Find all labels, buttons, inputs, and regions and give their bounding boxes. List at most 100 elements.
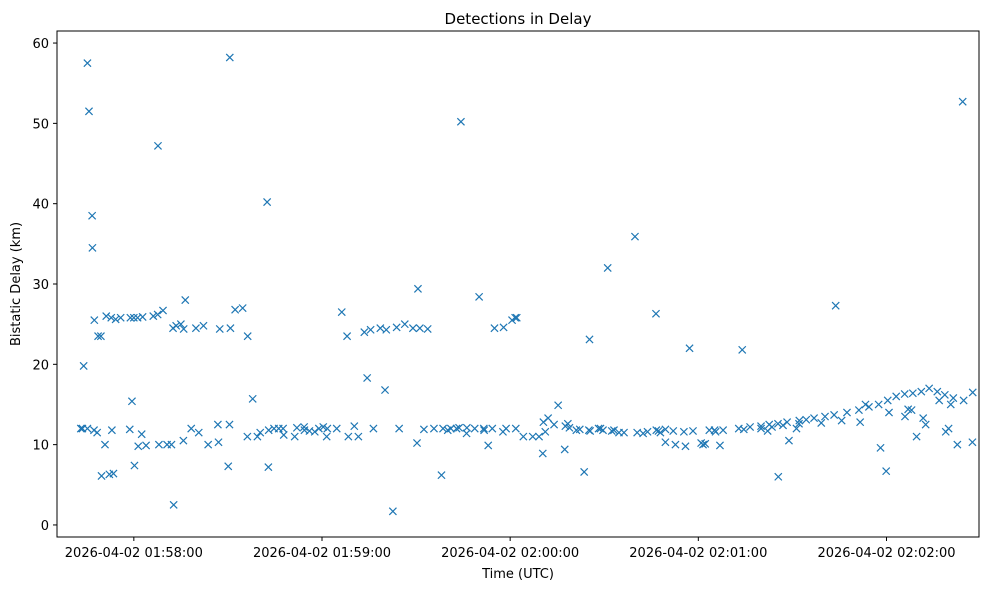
detection-marker <box>480 426 489 435</box>
detection-marker <box>778 421 788 430</box>
y-tick-label: 0 <box>41 519 49 534</box>
detection-marker <box>292 423 301 432</box>
detection-marker <box>100 440 110 449</box>
detection-marker <box>243 432 252 441</box>
detection-marker <box>607 426 616 436</box>
detection-marker <box>344 432 353 441</box>
detection-marker <box>300 422 309 431</box>
data-markers <box>76 53 977 516</box>
detection-marker <box>917 387 926 396</box>
detection-marker <box>90 316 99 325</box>
detection-marker <box>968 438 977 447</box>
detection-marker <box>738 345 747 354</box>
y-axis-label: Bistatic Delay (km) <box>9 222 24 346</box>
detection-marker <box>783 418 792 427</box>
detection-marker <box>528 432 537 441</box>
detection-marker <box>671 440 680 449</box>
detection-marker <box>238 304 247 313</box>
detection-marker <box>452 424 461 433</box>
detection-marker <box>681 442 690 451</box>
detection-marker <box>179 324 188 334</box>
detection-marker <box>191 324 200 333</box>
detection-marker <box>498 427 507 436</box>
detection-marker <box>332 424 341 433</box>
detection-marker <box>820 412 830 421</box>
detection-marker <box>874 400 883 409</box>
detection-marker <box>137 430 146 439</box>
detection-marker <box>102 312 111 321</box>
detection-marker <box>400 320 409 329</box>
detection-marker <box>429 424 438 433</box>
detection-marker <box>109 469 118 478</box>
detection-marker <box>456 117 465 126</box>
y-tick-label: 30 <box>32 278 49 293</box>
detection-marker <box>443 426 452 435</box>
detection-marker <box>876 443 885 452</box>
detection-marker <box>154 440 163 449</box>
detection-marker <box>864 402 873 411</box>
detection-marker <box>475 292 484 301</box>
detection-marker <box>958 97 967 106</box>
detection-marker <box>817 418 826 427</box>
detection-marker <box>900 412 910 421</box>
detection-marker <box>488 424 497 433</box>
detection-marker <box>614 428 624 437</box>
detection-marker <box>563 419 572 428</box>
detection-marker <box>169 500 178 509</box>
detection-marker <box>968 388 977 397</box>
detection-marker <box>757 424 766 433</box>
detection-marker <box>83 424 92 433</box>
detection-marker <box>127 397 136 406</box>
detection-marker <box>959 396 968 405</box>
detection-marker <box>773 419 783 428</box>
detection-marker <box>323 424 332 433</box>
detection-marker <box>107 313 116 322</box>
detection-marker <box>651 309 661 318</box>
detection-marker <box>946 400 955 409</box>
detection-marker <box>395 424 404 433</box>
detection-marker <box>412 439 422 448</box>
detection-marker <box>226 324 235 333</box>
detection-marker <box>921 420 930 429</box>
detection-marker <box>856 418 865 427</box>
detection-marker <box>129 313 138 322</box>
detection-marker <box>181 296 190 305</box>
detection-marker <box>842 408 851 417</box>
detection-marker <box>810 414 819 423</box>
detection-marker <box>701 439 710 448</box>
detection-marker <box>544 414 553 423</box>
detection-marker <box>343 332 352 341</box>
detection-marker <box>586 426 595 436</box>
detection-marker <box>88 243 97 252</box>
detection-marker <box>314 424 323 433</box>
detection-marker <box>388 507 397 516</box>
detection-marker <box>322 432 331 441</box>
detection-marker <box>654 426 663 436</box>
detection-marker <box>214 438 223 447</box>
detection-marker <box>484 441 493 450</box>
detection-marker <box>138 312 147 321</box>
detection-marker <box>685 344 694 353</box>
detection-marker <box>462 429 471 438</box>
detection-marker <box>179 436 188 445</box>
detection-marker <box>925 384 934 393</box>
detection-marker <box>263 198 272 207</box>
y-tick-label: 20 <box>32 358 49 373</box>
detection-marker <box>376 324 385 333</box>
detection-marker <box>679 427 688 436</box>
plot-area-frame <box>56 30 980 538</box>
detection-marker <box>253 432 262 441</box>
detection-marker <box>630 232 639 241</box>
detection-marker <box>661 438 670 447</box>
detection-marker <box>76 424 85 433</box>
x-tick-label: 2026-04-02 01:58:00 <box>65 546 203 561</box>
detection-marker <box>354 432 363 441</box>
x-axis-label: Time (UTC) <box>481 567 554 582</box>
detection-marker <box>715 441 724 450</box>
y-tick-label: 10 <box>32 439 49 454</box>
detection-marker <box>661 425 670 434</box>
detection-marker <box>94 332 103 341</box>
detection-marker <box>541 427 550 436</box>
detection-marker <box>763 426 772 436</box>
